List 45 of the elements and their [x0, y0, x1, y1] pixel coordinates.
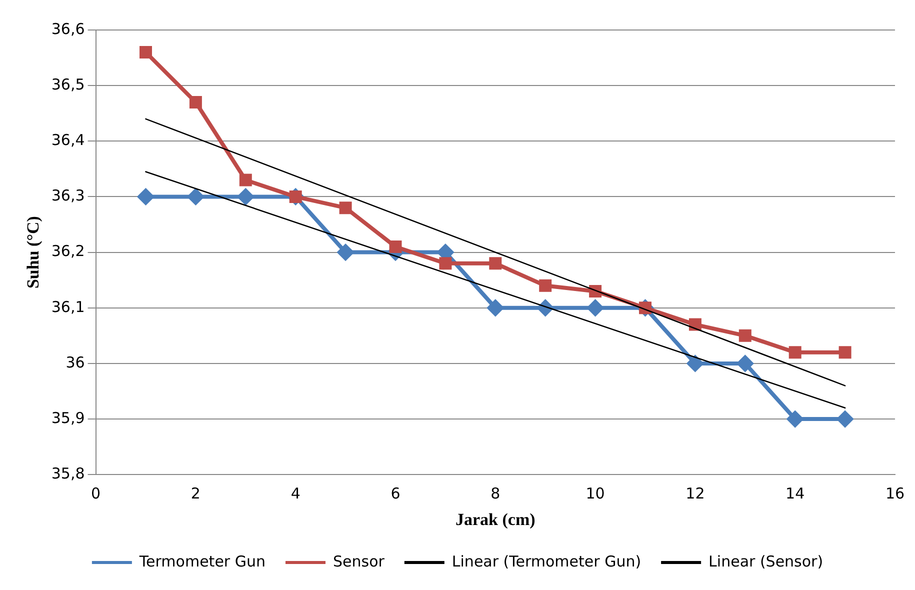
point [788, 346, 802, 359]
point [737, 355, 754, 372]
legend-label: Termometer Gun [138, 552, 266, 570]
point [188, 188, 204, 205]
x-tick-label: 10 [586, 484, 605, 502]
point [487, 300, 504, 316]
point [587, 300, 604, 316]
point [539, 279, 552, 292]
x-tick-label: 8 [490, 484, 500, 502]
legend-label: Linear (Termometer Gun) [452, 552, 642, 570]
y-tick-label: 36,2 [51, 242, 85, 260]
y-tick-label: 36 [66, 353, 85, 372]
point [389, 240, 402, 253]
y-tick-label: 36,3 [51, 186, 85, 205]
x-tick-label: 4 [290, 484, 300, 502]
point [687, 355, 704, 372]
y-tick-label: 36,6 [51, 20, 85, 38]
point [189, 96, 202, 108]
point [837, 411, 854, 428]
point [239, 174, 252, 186]
y-tick-label: 36,5 [51, 75, 85, 94]
x-tick-label: 14 [786, 484, 805, 502]
x-tick-label: 16 [885, 484, 905, 502]
point [738, 329, 752, 342]
x-tick-label: 2 [190, 484, 200, 502]
x-tick-label: 6 [390, 484, 400, 502]
x-tick-label: 0 [91, 484, 101, 502]
legend-label: Linear (Sensor) [708, 552, 824, 570]
point [238, 188, 254, 205]
y-tick-label: 36,1 [51, 298, 85, 316]
y-tick-label: 36,4 [51, 131, 85, 150]
point [339, 202, 352, 214]
x-tick-label: 12 [686, 484, 705, 502]
point [140, 46, 152, 58]
point [439, 257, 452, 270]
point [338, 244, 354, 260]
y-tick-label: 35,9 [51, 408, 85, 427]
point [489, 257, 502, 270]
point [787, 411, 804, 428]
x-axis-title: Jarak (cm) [456, 510, 536, 530]
point [138, 188, 154, 205]
y-axis-title: Suhu (°C) [24, 216, 43, 289]
point [838, 346, 852, 359]
legend-label: Sensor [332, 552, 386, 570]
y-tick-label: 35,8 [51, 464, 85, 482]
